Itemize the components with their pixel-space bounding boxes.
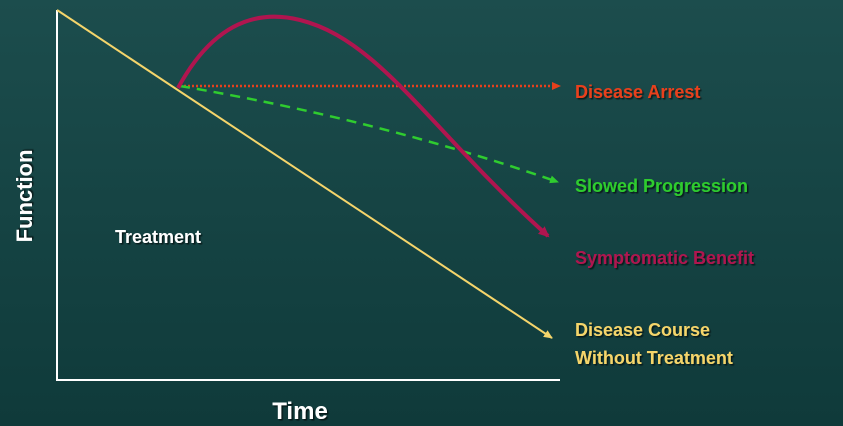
region-label: Treatment: [115, 227, 201, 247]
x-axis-label: Time: [272, 398, 328, 425]
symptomatic-line: [176, 14, 550, 238]
course-line: [56, 9, 553, 339]
slowed-line: [179, 84, 559, 184]
symptomatic-label: Symptomatic Benefit: [575, 248, 754, 268]
slowed-label: Slowed Progression: [575, 176, 748, 196]
y-axis-label: Function: [12, 150, 37, 243]
course-label: Without Treatment: [575, 348, 733, 368]
course-label: Disease Course: [575, 320, 710, 340]
arrest-label: Disease Arrest: [575, 82, 700, 102]
